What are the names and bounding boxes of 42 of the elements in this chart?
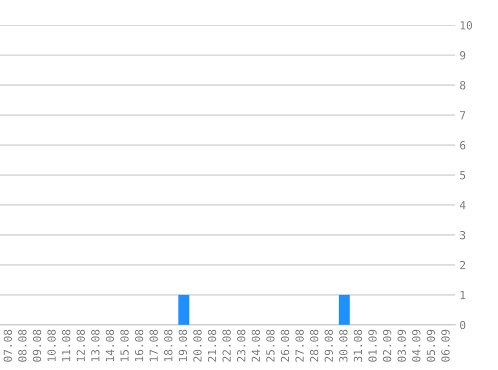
x-tick-label: 04.09 bbox=[412, 330, 420, 362]
x-tick-label: 27.08 bbox=[295, 330, 304, 362]
y-tick-label: 2 bbox=[460, 260, 466, 270]
x-tick-label: 16.08 bbox=[134, 330, 144, 362]
x-tick-label: 01.09 bbox=[368, 330, 377, 362]
x-tick-label: 21.08 bbox=[208, 330, 216, 362]
x-tick-label: 10.08 bbox=[47, 330, 56, 362]
y-tick-label: 10 bbox=[460, 21, 472, 30]
x-tick-label: 05.09 bbox=[426, 330, 436, 362]
x-tick-label: 02.09 bbox=[382, 330, 392, 362]
x-tick-label: 24.08 bbox=[252, 330, 260, 362]
x-tick-label: 19.08 bbox=[178, 330, 188, 362]
y-tick-label: 6 bbox=[460, 141, 466, 150]
x-tick-label: 07.08 bbox=[4, 330, 12, 362]
y-tick-label: 4 bbox=[460, 201, 466, 210]
x-tick-label: 23.08 bbox=[237, 330, 246, 362]
x-tick-label: 22.08 bbox=[222, 330, 231, 362]
x-tick-label: 09.08 bbox=[32, 330, 42, 362]
x-tick-label: 15.08 bbox=[120, 330, 129, 362]
x-tick-label: 30.08 bbox=[339, 330, 348, 362]
x-tick-label: 18.08 bbox=[164, 330, 172, 362]
x-tick-label: 26.08 bbox=[280, 330, 290, 362]
x-tick-label: 29.08 bbox=[324, 330, 333, 362]
y-tick-label: 1 bbox=[460, 291, 466, 300]
x-tick-label: 13.08 bbox=[91, 330, 100, 362]
x-tick-label: 12.08 bbox=[76, 330, 85, 362]
x-tick-label: 31.08 bbox=[354, 330, 362, 362]
y-tick-label: 3 bbox=[460, 230, 466, 240]
y-tick-label: 7 bbox=[460, 111, 466, 120]
x-tick-label: 06.09 bbox=[441, 330, 450, 362]
y-tick-label: 5 bbox=[460, 171, 466, 180]
x-tick-label: 17.08 bbox=[149, 330, 158, 362]
x-tick-label: 25.08 bbox=[266, 330, 275, 362]
x-tick-label: 08.08 bbox=[18, 330, 27, 362]
y-tick-label: 8 bbox=[460, 81, 466, 90]
y-tick-label: 0 bbox=[460, 320, 466, 330]
x-tick-label: 28.08 bbox=[310, 330, 318, 362]
x-tick-label: 11.08 bbox=[62, 330, 70, 362]
x-tick-label: 03.09 bbox=[398, 330, 406, 362]
x-tick-label: 14.08 bbox=[106, 330, 114, 362]
x-tick-label: 20.08 bbox=[193, 330, 202, 362]
y-tick-label: 9 bbox=[460, 51, 466, 60]
